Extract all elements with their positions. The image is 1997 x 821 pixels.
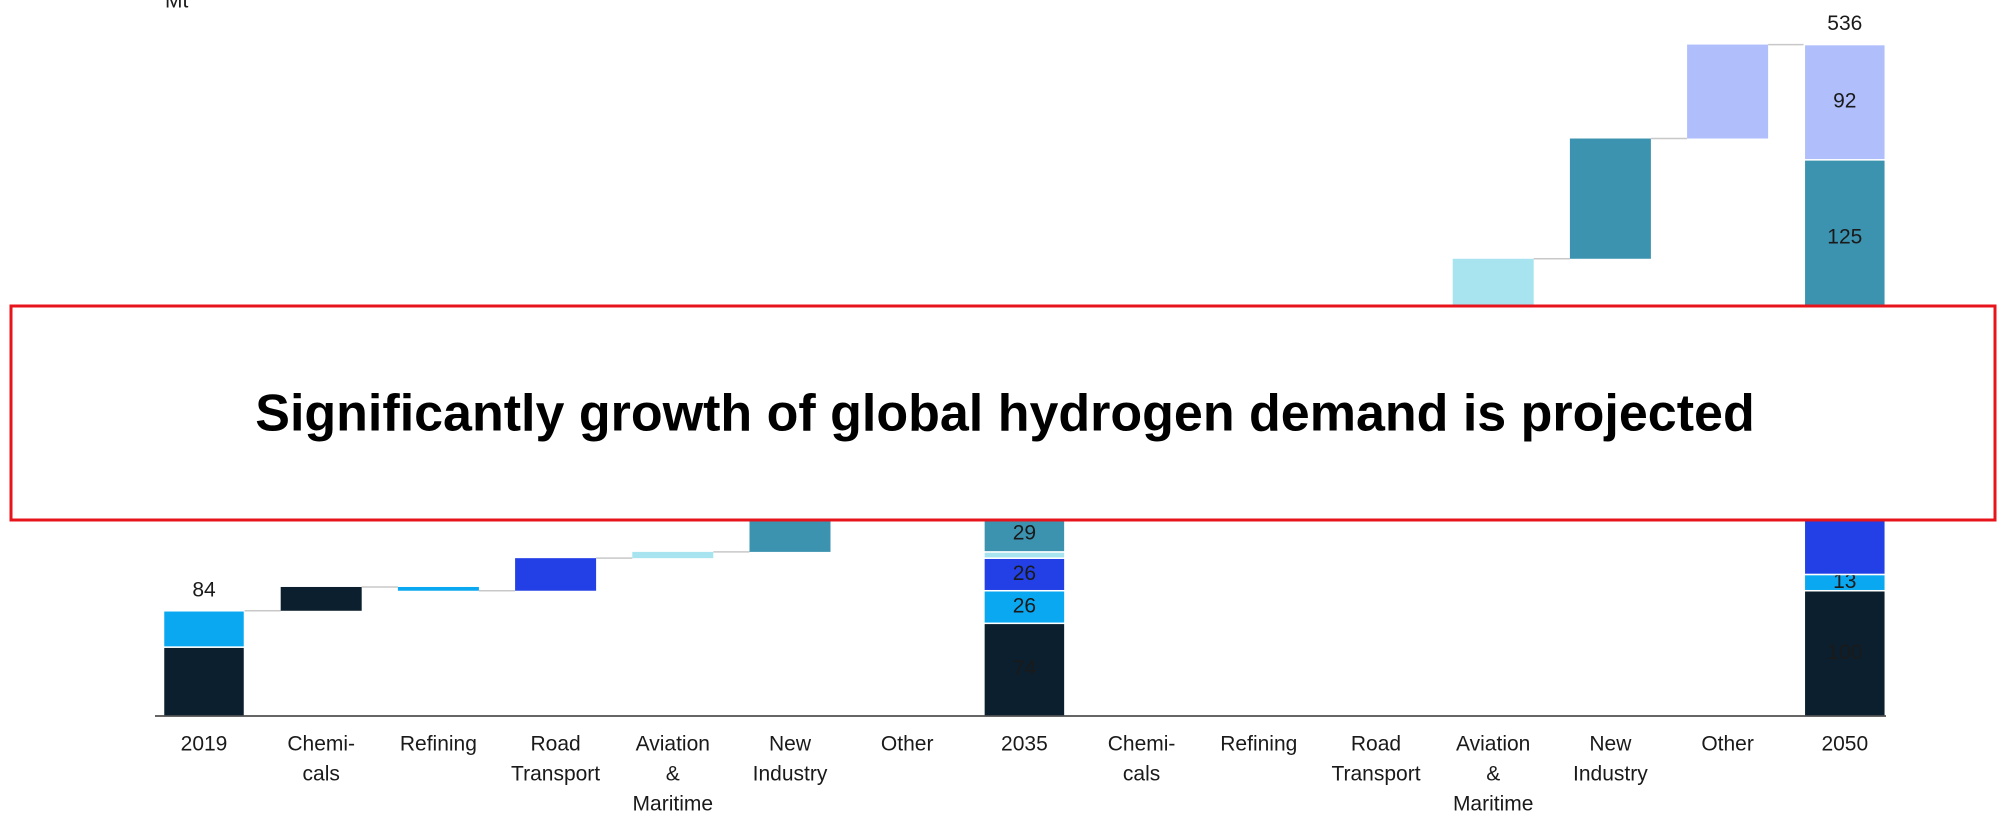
overlay-box	[9, 304, 1997, 522]
unit-label: Mt	[165, 0, 188, 13]
stack-segment	[1803, 159, 1887, 318]
step-bar	[397, 586, 479, 591]
value-label: 125	[1827, 226, 1862, 249]
x-tick-label: Chemi-	[287, 733, 355, 756]
x-tick-label: New	[1589, 733, 1632, 756]
x-tick-label: Refining	[1220, 733, 1297, 756]
stack-segment	[1803, 43, 1887, 161]
x-tick-label: cals	[1123, 763, 1160, 786]
x-tick-label: 2035	[1001, 733, 1048, 756]
step-bar	[632, 551, 714, 559]
x-tick-label: Other	[1701, 733, 1754, 756]
x-tick-label: Chemi-	[1108, 733, 1176, 756]
step-bar	[515, 558, 597, 591]
step-bar	[1687, 44, 1769, 139]
stack-segment	[1803, 589, 1887, 717]
value-label: 26	[1013, 595, 1036, 618]
stack-segment	[162, 610, 246, 648]
x-tick-label: Transport	[1331, 763, 1420, 786]
x-tick-label: Industry	[1573, 763, 1648, 786]
x-tick-label: Road	[1351, 733, 1401, 756]
x-tick-label: Road	[530, 733, 580, 756]
value-label: 29	[1013, 521, 1036, 544]
x-tick-label: New	[769, 733, 812, 756]
x-tick-label: Maritime	[1453, 793, 1534, 816]
x-tick-label: &	[666, 763, 680, 786]
stack-segment	[162, 646, 246, 717]
value-label: 26	[1013, 562, 1036, 585]
x-tick-label: cals	[303, 763, 340, 786]
stack-segment	[983, 589, 1066, 625]
x-tick-label: Aviation	[1456, 733, 1530, 756]
stack-segment	[983, 551, 1066, 559]
step-bar	[1569, 138, 1651, 259]
stack-segment	[983, 622, 1066, 717]
value-label: 100	[1827, 641, 1862, 664]
value-label: 74	[1013, 657, 1037, 680]
step-bar	[280, 586, 362, 611]
total-label: 84	[192, 578, 216, 601]
overlay-text: Significantly growth of global hydrogen …	[255, 385, 1754, 443]
x-tick-label: Transport	[511, 763, 600, 786]
x-tick-label: Other	[881, 733, 934, 756]
value-label: 92	[1833, 90, 1856, 113]
x-tick-label: Refining	[400, 733, 477, 756]
x-tick-label: Maritime	[633, 793, 714, 816]
x-tick-label: 2050	[1821, 733, 1868, 756]
value-label: 13	[1833, 570, 1856, 593]
total-label: 536	[1827, 12, 1862, 35]
x-tick-label: 2019	[181, 733, 228, 756]
x-tick-label: &	[1486, 763, 1500, 786]
x-tick-label: Aviation	[636, 733, 710, 756]
step-bar	[749, 515, 831, 552]
x-tick-label: Industry	[753, 763, 828, 786]
